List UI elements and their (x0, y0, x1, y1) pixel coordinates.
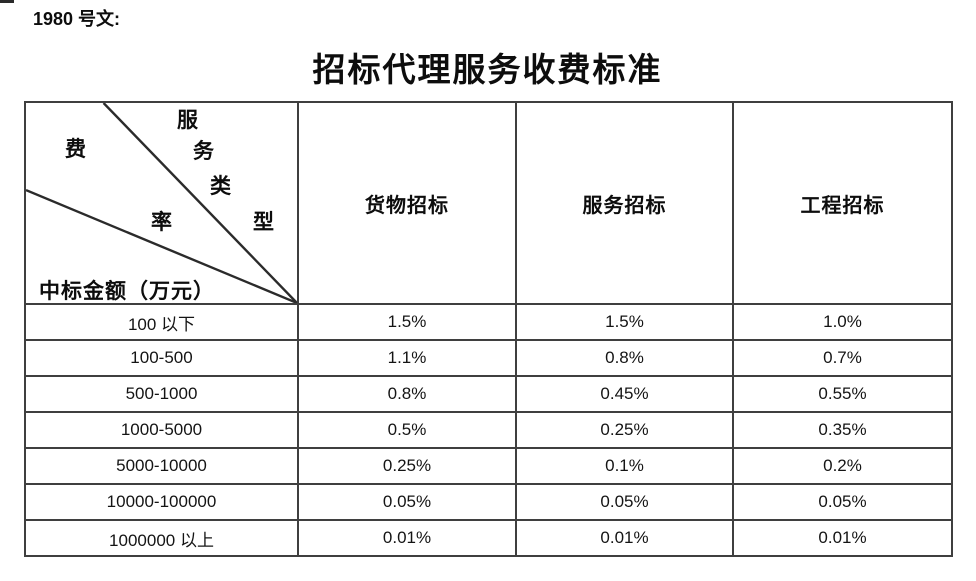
rate-cell: 0.8% (297, 375, 517, 413)
amount-range-cell: 100-500 (24, 339, 299, 377)
table-row: 5000-10000 0.25% 0.1% 0.2% (24, 447, 953, 485)
amount-range-cell: 100 以下 (24, 303, 299, 341)
rate-cell: 0.55% (732, 375, 953, 413)
rate-cell: 0.7% (732, 339, 953, 377)
rate-cell: 0.01% (515, 519, 734, 557)
scan-artifact-mark (0, 0, 14, 3)
rate-cell: 1.0% (732, 303, 953, 341)
table-row: 100-500 1.1% 0.8% 0.7% (24, 339, 953, 377)
rate-cell: 0.05% (732, 483, 953, 521)
rate-cell: 0.25% (297, 447, 517, 485)
table-header-row: 费 率 服 务 类 型 中标金额（万元） 货物招标 服务招标 工程招标 (24, 101, 953, 305)
rate-cell: 1.5% (515, 303, 734, 341)
amount-range-cell: 10000-100000 (24, 483, 299, 521)
amount-range-cell: 1000-5000 (24, 411, 299, 449)
rate-cell: 0.5% (297, 411, 517, 449)
rate-cell: 0.45% (515, 375, 734, 413)
column-header-engineering: 工程招标 (732, 101, 953, 305)
column-header-services: 服务招标 (515, 101, 734, 305)
rate-cell: 0.25% (515, 411, 734, 449)
rate-cell: 0.2% (732, 447, 953, 485)
corner-service-char-2: 务 (193, 139, 214, 163)
rate-cell: 0.01% (732, 519, 953, 557)
table-row: 1000-5000 0.5% 0.25% 0.35% (24, 411, 953, 449)
rate-cell: 0.35% (732, 411, 953, 449)
amount-range-cell: 500-1000 (24, 375, 299, 413)
table-row: 10000-100000 0.05% 0.05% 0.05% (24, 483, 953, 521)
table-row: 1000000 以上 0.01% 0.01% 0.01% (24, 519, 953, 557)
row-axis-label: 中标金额（万元） (39, 279, 215, 303)
rate-cell: 0.05% (515, 483, 734, 521)
rate-cell: 1.5% (297, 303, 517, 341)
table-row: 100 以下 1.5% 1.5% 1.0% (24, 303, 953, 341)
table-row: 500-1000 0.8% 0.45% 0.55% (24, 375, 953, 413)
page-title: 招标代理服务收费标准 (312, 53, 663, 89)
column-header-goods: 货物招标 (297, 101, 517, 305)
diagonal-divider-lines (27, 104, 296, 302)
corner-fee-char: 费 (65, 137, 86, 161)
rate-cell: 1.1% (297, 339, 517, 377)
fee-table: 费 率 服 务 类 型 中标金额（万元） 货物招标 服务招标 工程招标 100 … (24, 101, 953, 557)
amount-range-cell: 5000-10000 (24, 447, 299, 485)
rate-cell: 0.1% (515, 447, 734, 485)
rate-cell: 0.05% (297, 483, 517, 521)
corner-service-char-4: 型 (253, 210, 274, 234)
corner-service-char-3: 类 (210, 174, 231, 198)
corner-service-char-1: 服 (177, 108, 198, 132)
table-corner-cell: 费 率 服 务 类 型 中标金额（万元） (24, 101, 299, 305)
rate-cell: 0.01% (297, 519, 517, 557)
rate-cell: 0.8% (515, 339, 734, 377)
corner-rate-char: 率 (151, 210, 172, 234)
amount-range-cell: 1000000 以上 (24, 519, 299, 557)
document-number-label: 1980 号文: (33, 9, 121, 29)
